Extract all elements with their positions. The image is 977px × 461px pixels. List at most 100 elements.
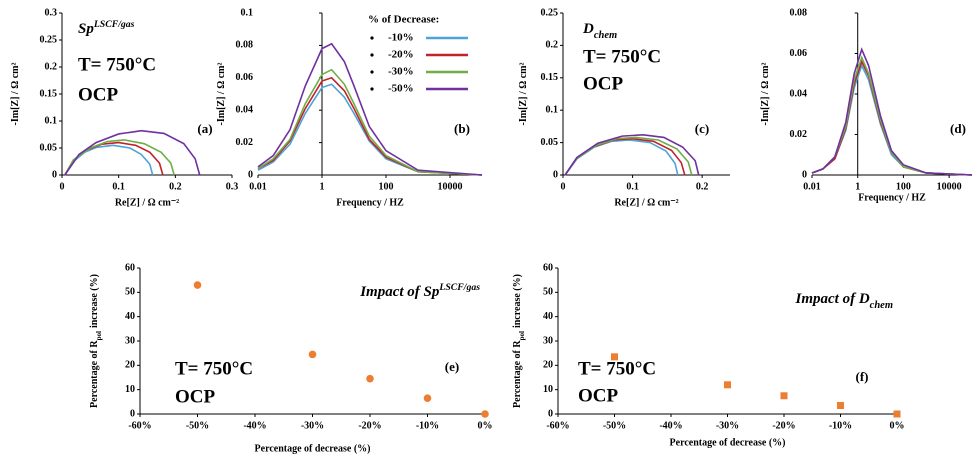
x-tick-label: 0.3 [226,181,239,192]
y-tick-label: 50 [543,287,553,298]
temperature: T= 750°C [578,358,656,379]
panel-id: (c) [695,121,709,136]
x-tick-label: -30% [301,420,324,431]
point [724,381,731,389]
y-tick-label: 0.25 [541,7,559,18]
y-axis-label-main: -Im[Z] / Ω cm² [10,63,21,126]
panel-id: (e) [445,359,459,374]
y-tick-label: 0.05 [40,142,58,153]
chart-title-main: Impact of D [795,291,870,307]
point [837,401,844,409]
series-line [257,76,483,176]
y-tick-label: 10 [543,384,553,395]
series-line [64,141,164,176]
legend-label: -50% [388,83,414,95]
point [481,410,489,418]
x-axis-label: Percentage of decrease (%) [670,437,786,448]
panel-label-sub: chem [594,30,617,41]
point [423,394,432,402]
y-tick-label: 0.06 [236,72,254,83]
y-tick-label: 0.2 [45,61,58,72]
y-axis-label-sub: pol [95,331,103,340]
y-axis-label: Percentage of Rpol increase (%) [89,274,102,408]
x-axis-label: Percentage of decrease (%) [255,443,371,454]
series-line [811,59,973,176]
x-tick-label: 0 [60,181,65,192]
y-tick-label: 0.3 [45,7,58,18]
y-tick-label: 0.08 [236,40,254,51]
y-axis-label-tail: increase (%) [512,274,523,328]
y-axis-label-main: Percentage of R [512,340,523,408]
chart-title: Impact of Dchem [795,291,894,310]
y-tick-label: 0 [802,169,807,180]
point [893,410,901,418]
y-tick-label: 0.02 [790,129,808,140]
y-tick-label: 0.02 [236,137,254,148]
y-tick-label: 30 [543,335,553,346]
x-tick-label: 100 [379,181,394,192]
y-tick-label: 10 [125,384,135,395]
series-line [564,136,693,176]
y-tick-label: 0 [52,169,57,180]
x-tick-label: 10000 [937,181,962,192]
y-tick-label: 0.25 [40,34,58,45]
y-tick-label: 0 [548,408,553,419]
y-axis-label: -Im[Z] / Ω cm² [10,63,21,126]
panel: 0 10 20 30 40 50 60 -60% -50% -40% -30% -20% -10% 0% P… [89,262,492,454]
x-tick-label: 1 [320,181,325,192]
panel-id: (b) [454,121,470,136]
x-tick-label: 0.1 [112,181,125,192]
x-tick-label: -10% [416,420,439,431]
legend-label: -30% [388,66,414,78]
chart-title-sup: LSCF/gas [438,282,480,293]
y-tick-label: 0.2 [546,40,559,51]
y-axis-label-sub: pol [518,331,526,340]
condition: OCP [175,386,216,407]
y-tick-label: 0.08 [790,7,808,18]
y-tick-label: 60 [543,262,553,273]
panel-label: Dchem [582,21,617,40]
panel: 0 10 20 30 40 50 60 -60% -50% -40% -30% -20% -10% 0% P… [512,262,904,448]
y-tick-label: 50 [125,287,135,298]
x-tick-label: -50% [603,420,626,431]
legend-bullet [370,87,374,91]
x-tick-label: 0.2 [169,181,182,192]
point [193,281,202,289]
x-tick-label: 0.1 [626,181,639,192]
y-tick-label: 0.15 [541,72,559,83]
y-tick-label: 20 [125,360,135,371]
y-tick-label: 0.1 [45,115,58,126]
y-tick-label: 0.06 [790,48,808,59]
point [780,392,788,400]
y-tick-label: 40 [543,311,553,322]
series-line [64,139,175,176]
y-tick-label: 20 [543,360,553,371]
chart-title: Impact of SpLSCF/gas [359,282,480,301]
x-axis-label: Re[Z] / Ω cm⁻² [115,197,179,208]
x-tick-label: 0% [890,420,905,431]
series-line [257,83,483,176]
panel-label-main: D [582,21,594,37]
temperature: T= 750°C [78,54,156,75]
temperature: T= 750°C [175,358,253,379]
y-tick-label: 0.05 [541,137,559,148]
x-tick-label: 0% [478,420,493,431]
legend-bullet [370,36,374,40]
panel-label-sup: LSCF/gas [93,19,135,30]
x-tick-label: 0 [561,181,566,192]
series-line [811,47,973,176]
y-axis-label: -Im[Z] / Ω cm² [760,63,771,126]
y-axis-label: -Im[Z] / Ω cm² [216,63,227,126]
y-tick-label: 30 [125,335,135,346]
legend-label: -20% [388,49,414,61]
point [611,353,618,361]
x-axis-label: Frequency / HZ [336,197,404,208]
series-line [64,129,201,176]
panel: 0 0.02 0.04 0.06 0.08 0.1 0.01 1 100 10000 Frequen… [216,7,483,208]
condition: OCP [583,73,624,94]
y-tick-label: 0.1 [241,7,254,18]
x-tick-label: -20% [358,420,381,431]
x-tick-label: -40% [243,420,266,431]
y-tick-label: 0 [130,408,135,419]
